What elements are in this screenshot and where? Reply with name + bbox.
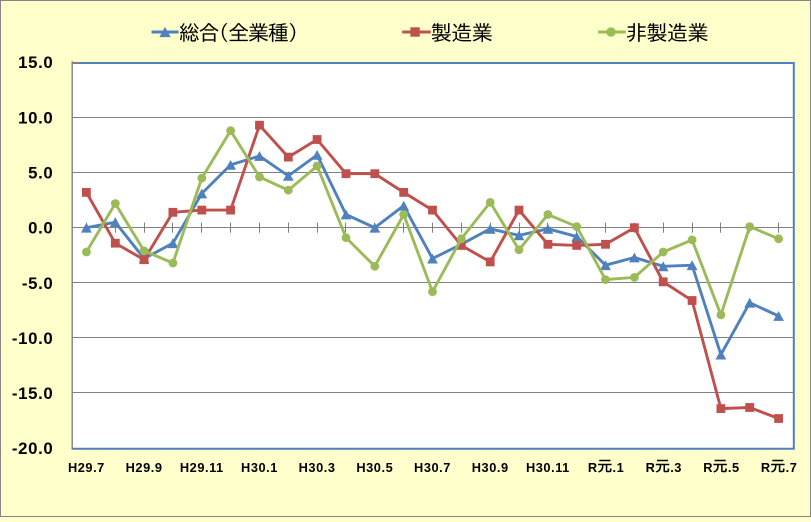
svg-text:H30.11: H30.11 [526, 460, 570, 475]
svg-text:R: R [646, 460, 656, 475]
svg-text:-10.0: -10.0 [12, 329, 54, 348]
svg-text:H30.5: H30.5 [356, 460, 393, 475]
svg-text:R: R [703, 460, 713, 475]
svg-text:-5.0: -5.0 [22, 274, 54, 293]
svg-text:-20.0: -20.0 [12, 439, 54, 458]
svg-text:H30.1: H30.1 [241, 460, 278, 475]
svg-text:-15.0: -15.0 [12, 384, 54, 403]
svg-text:H29.11: H29.11 [180, 460, 224, 475]
svg-text:5.0: 5.0 [28, 164, 53, 183]
svg-text:R: R [588, 460, 598, 475]
svg-text:R: R [761, 460, 771, 475]
svg-text:H29.9: H29.9 [126, 460, 163, 475]
svg-text:.1: .1 [613, 460, 625, 475]
svg-text:H30.9: H30.9 [472, 460, 509, 475]
svg-text:.5: .5 [728, 460, 740, 475]
svg-text:10.0: 10.0 [18, 108, 53, 127]
svg-text:15.0: 15.0 [18, 53, 53, 72]
svg-text:.7: .7 [786, 460, 798, 475]
svg-text:0.0: 0.0 [28, 219, 53, 238]
svg-text:H29.7: H29.7 [68, 460, 105, 475]
svg-text:.3: .3 [670, 460, 682, 475]
svg-text:H30.7: H30.7 [414, 460, 451, 475]
svg-text:H30.3: H30.3 [299, 460, 336, 475]
